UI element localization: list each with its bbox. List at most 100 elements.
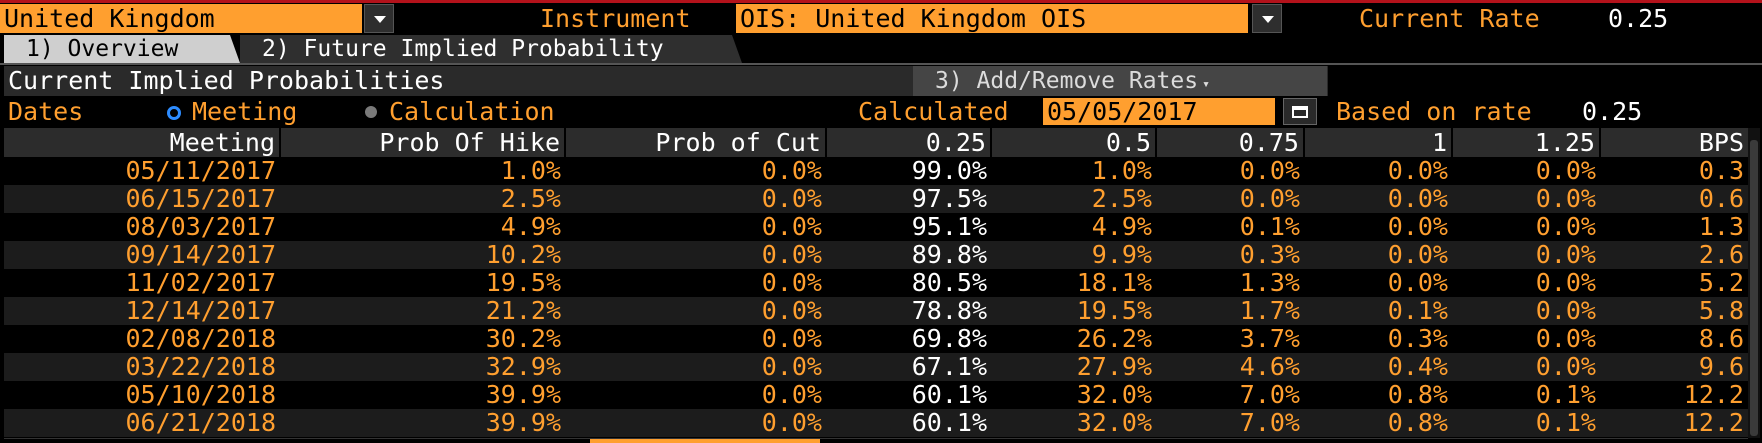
calculation-radio[interactable] — [365, 106, 377, 118]
cell-meeting-date: 08/03/2017 — [4, 213, 280, 241]
cell-prob-hike: 4.9% — [280, 213, 565, 241]
cell-rate-1: 0.0% — [1304, 213, 1452, 241]
cell-rate-1: 0.0% — [1304, 157, 1452, 185]
cell-meeting-date: 06/21/2018 — [4, 409, 280, 437]
col-header-rate-125[interactable]: 1.25 — [1451, 128, 1600, 157]
cell-prob-cut: 0.0% — [565, 353, 826, 381]
cell-meeting-date: 06/15/2017 — [4, 185, 280, 213]
cell-rate-075: 4.6% — [1156, 353, 1304, 381]
cell-prob-cut: 0.0% — [565, 297, 826, 325]
cell-meeting-date: 12/14/2017 — [4, 297, 280, 325]
col-header-rate-1[interactable]: 1 — [1303, 128, 1452, 157]
instrument-dropdown[interactable]: OIS: United Kingdom OIS — [736, 4, 1248, 33]
instrument-dropdown-chevron-down-icon[interactable] — [1252, 4, 1282, 33]
table-row[interactable]: 08/03/2017 4.9% 0.0% 95.1% 4.9% 0.1% 0.0% 0.0% 1… — [4, 213, 1748, 241]
table-row[interactable]: 05/10/2018 39.9% 0.0% 60.1% 32.0% 7.0% 0.8% 0.1… — [4, 381, 1748, 409]
col-header-rate-075[interactable]: 0.75 — [1155, 128, 1304, 157]
table-row[interactable]: 05/11/2017 1.0% 0.0% 99.0% 1.0% 0.0% 0.0% 0.0% 0… — [4, 157, 1748, 185]
cell-rate-075: 7.0% — [1156, 409, 1304, 437]
cell-rate-1: 0.0% — [1304, 241, 1452, 269]
col-header-bps[interactable]: BPS — [1599, 128, 1748, 157]
tab-future-implied-probability[interactable]: 2) Future Implied Probability — [240, 35, 742, 63]
cell-bps: 5.2 — [1600, 269, 1748, 297]
based-on-rate-label: Based on rate — [1336, 97, 1532, 126]
col-header-rate-025[interactable]: 0.25 — [825, 128, 991, 157]
cell-bps: 8.6 — [1600, 325, 1748, 353]
cell-rate-075: 0.3% — [1156, 241, 1304, 269]
cell-rate-025: 99.0% — [826, 157, 991, 185]
cell-rate-1: 0.1% — [1304, 297, 1452, 325]
cell-rate-025: 69.8% — [826, 325, 991, 353]
cell-rate-025: 89.8% — [826, 241, 991, 269]
cell-prob-hike: 21.2% — [280, 297, 565, 325]
cell-prob-cut: 0.0% — [565, 241, 826, 269]
country-dropdown-chevron-down-icon[interactable] — [364, 4, 394, 33]
cell-rate-075: 1.3% — [1156, 269, 1304, 297]
horizontal-scrollbar-thumb[interactable] — [590, 439, 820, 443]
tab-overview-label: 1) Overview — [26, 36, 179, 62]
calendar-icon[interactable] — [1283, 98, 1317, 125]
cell-prob-hike: 32.9% — [280, 353, 565, 381]
cell-prob-hike: 10.2% — [280, 241, 565, 269]
cell-rate-025: 60.1% — [826, 381, 991, 409]
table-row[interactable]: 12/14/2017 21.2% 0.0% 78.8% 19.5% 1.7% 0.1% 0.0… — [4, 297, 1748, 325]
cell-prob-cut: 0.0% — [565, 185, 826, 213]
col-header-prob-hike[interactable]: Prob Of Hike — [279, 128, 565, 157]
cell-bps: 12.2 — [1600, 409, 1748, 437]
table-row[interactable]: 03/22/2018 32.9% 0.0% 67.1% 27.9% 4.6% 0.4% 0.0… — [4, 353, 1748, 381]
table-header-row: Meeting Prob Of Hike Prob of Cut 0.25 0.… — [4, 128, 1748, 157]
current-rate-label: Current Rate — [1359, 4, 1540, 33]
col-header-meeting[interactable]: Meeting — [4, 128, 280, 157]
cell-rate-1: 0.0% — [1304, 185, 1452, 213]
cell-rate-125: 0.0% — [1452, 185, 1600, 213]
table-row[interactable]: 11/02/2017 19.5% 0.0% 80.5% 18.1% 1.3% 0.0% 0.0… — [4, 269, 1748, 297]
col-header-prob-cut[interactable]: Prob of Cut — [564, 128, 826, 157]
cell-rate-1: 0.8% — [1304, 409, 1452, 437]
col-header-rate-05[interactable]: 0.5 — [990, 128, 1156, 157]
table-row[interactable]: 02/08/2018 30.2% 0.0% 69.8% 26.2% 3.7% 0.3% 0.0… — [4, 325, 1748, 353]
cell-rate-125: 0.0% — [1452, 269, 1600, 297]
cell-rate-05: 4.9% — [991, 213, 1156, 241]
cell-meeting-date: 09/14/2017 — [4, 241, 280, 269]
meeting-radio-label[interactable]: Meeting — [192, 97, 298, 126]
cell-bps: 1.3 — [1600, 213, 1748, 241]
cell-prob-hike: 1.0% — [280, 157, 565, 185]
tab-overview[interactable]: 1) Overview — [4, 35, 240, 63]
cell-meeting-date: 05/11/2017 — [4, 157, 280, 185]
cell-meeting-date: 03/22/2018 — [4, 353, 280, 381]
dates-label: Dates — [8, 97, 84, 126]
cell-prob-hike: 2.5% — [280, 185, 565, 213]
cell-rate-075: 0.0% — [1156, 185, 1304, 213]
cell-rate-1: 0.3% — [1304, 325, 1452, 353]
cell-rate-125: 0.0% — [1452, 325, 1600, 353]
table-row[interactable]: 09/14/2017 10.2% 0.0% 89.8% 9.9% 0.3% 0.0% 0.0%… — [4, 241, 1748, 269]
cell-prob-cut: 0.0% — [565, 325, 826, 353]
add-remove-rates-label: 3) Add/Remove Rates — [935, 68, 1199, 94]
cell-rate-075: 0.1% — [1156, 213, 1304, 241]
table-row[interactable]: 06/15/2017 2.5% 0.0% 97.5% 2.5% 0.0% 0.0% 0.0% 0… — [4, 185, 1748, 213]
calculation-radio-label[interactable]: Calculation — [389, 97, 555, 126]
cell-prob-hike: 39.9% — [280, 409, 565, 437]
cell-bps: 12.2 — [1600, 381, 1748, 409]
calculated-date-input[interactable]: 05/05/2017 — [1043, 98, 1275, 125]
meeting-radio[interactable] — [167, 106, 181, 120]
cell-rate-075: 7.0% — [1156, 381, 1304, 409]
instrument-label: Instrument — [540, 4, 691, 33]
country-value: United Kingdom — [4, 4, 215, 33]
cell-rate-075: 1.7% — [1156, 297, 1304, 325]
add-remove-rates-button[interactable]: 3) Add/Remove Rates ▾ — [913, 66, 1327, 96]
cell-rate-125: 0.1% — [1452, 409, 1600, 437]
cell-rate-075: 3.7% — [1156, 325, 1304, 353]
cell-rate-05: 32.0% — [991, 381, 1156, 409]
cell-rate-05: 2.5% — [991, 185, 1156, 213]
country-dropdown[interactable]: United Kingdom — [0, 4, 362, 33]
cell-prob-hike: 19.5% — [280, 269, 565, 297]
vertical-scrollbar-thumb[interactable] — [1750, 140, 1758, 436]
cell-rate-05: 26.2% — [991, 325, 1156, 353]
cell-rate-125: 0.0% — [1452, 353, 1600, 381]
cell-prob-cut: 0.0% — [565, 409, 826, 437]
cell-rate-1: 0.4% — [1304, 353, 1452, 381]
cell-rate-05: 9.9% — [991, 241, 1156, 269]
table-row[interactable]: 06/21/2018 39.9% 0.0% 60.1% 32.0% 7.0% 0.8% 0.1… — [4, 409, 1748, 437]
cell-bps: 0.6 — [1600, 185, 1748, 213]
